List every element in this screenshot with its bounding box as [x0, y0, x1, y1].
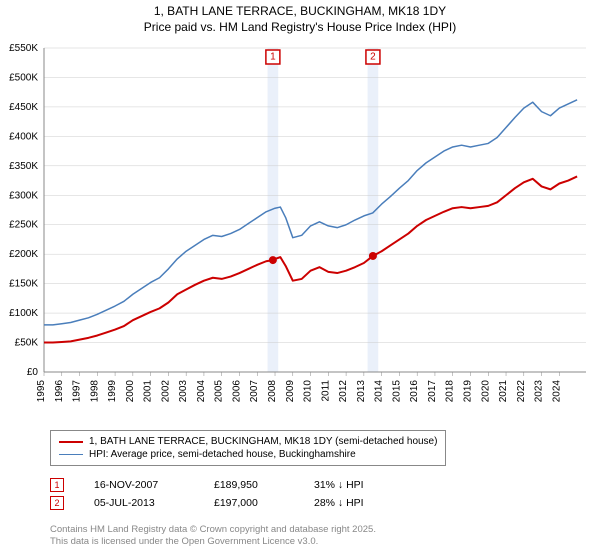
sale-price: £197,000	[214, 497, 284, 509]
svg-text:£500K: £500K	[9, 72, 38, 83]
legend-label: 1, BATH LANE TERRACE, BUCKINGHAM, MK18 1…	[89, 436, 437, 447]
legend-swatch	[59, 454, 83, 455]
chart-container: 1, BATH LANE TERRACE, BUCKINGHAM, MK18 1…	[0, 0, 600, 560]
svg-text:2010: 2010	[303, 380, 314, 403]
svg-text:2008: 2008	[267, 380, 278, 403]
svg-text:2011: 2011	[320, 380, 331, 402]
legend-label: HPI: Average price, semi-detached house,…	[89, 449, 356, 460]
svg-text:2003: 2003	[178, 380, 189, 403]
svg-text:2014: 2014	[374, 380, 385, 403]
svg-text:£0: £0	[27, 367, 39, 378]
svg-text:2002: 2002	[160, 380, 171, 403]
svg-text:2024: 2024	[551, 380, 562, 403]
sales-row: 1 16-NOV-2007 £189,950 31% ↓ HPI	[50, 476, 414, 494]
sale-pct: 31% ↓ HPI	[314, 479, 414, 491]
legend-row: HPI: Average price, semi-detached house,…	[59, 448, 437, 461]
svg-text:2019: 2019	[462, 380, 473, 403]
svg-text:2018: 2018	[445, 380, 456, 403]
svg-text:2001: 2001	[143, 380, 154, 403]
svg-text:2017: 2017	[427, 380, 438, 403]
svg-text:£200K: £200K	[9, 249, 38, 260]
svg-text:2016: 2016	[409, 380, 420, 403]
svg-text:£300K: £300K	[9, 190, 38, 201]
title-line1: 1, BATH LANE TERRACE, BUCKINGHAM, MK18 1…	[0, 4, 600, 20]
sale-marker-icon: 1	[50, 478, 64, 492]
svg-text:2021: 2021	[498, 380, 509, 403]
svg-text:2: 2	[370, 52, 376, 63]
legend-swatch	[59, 441, 83, 443]
svg-text:2013: 2013	[356, 380, 367, 403]
svg-text:£550K: £550K	[9, 43, 38, 54]
svg-text:2022: 2022	[516, 380, 527, 403]
sales-table: 1 16-NOV-2007 £189,950 31% ↓ HPI 2 05-JUL-201…	[50, 476, 414, 512]
svg-text:£50K: £50K	[15, 338, 39, 349]
svg-text:2007: 2007	[249, 380, 260, 403]
title-line2: Price paid vs. HM Land Registry's House …	[0, 20, 600, 36]
svg-text:2000: 2000	[125, 380, 136, 403]
footer-line2: This data is licensed under the Open Gov…	[50, 536, 376, 548]
svg-text:1: 1	[270, 52, 276, 63]
svg-text:1999: 1999	[107, 380, 118, 403]
legend-row: 1, BATH LANE TERRACE, BUCKINGHAM, MK18 1…	[59, 435, 437, 448]
sale-marker-icon: 2	[50, 496, 64, 510]
sale-date: 16-NOV-2007	[94, 479, 184, 491]
svg-text:1996: 1996	[54, 380, 65, 403]
svg-text:£150K: £150K	[9, 279, 38, 290]
chart-area: £0£50K£100K£150K£200K£250K£300K£350K£400…	[40, 42, 590, 402]
svg-text:£350K: £350K	[9, 161, 38, 172]
svg-text:£450K: £450K	[9, 102, 38, 113]
svg-text:2009: 2009	[285, 380, 296, 403]
svg-text:1998: 1998	[89, 380, 100, 403]
sale-price: £189,950	[214, 479, 284, 491]
svg-text:£100K: £100K	[9, 308, 38, 319]
svg-text:2012: 2012	[338, 380, 349, 403]
footer-line1: Contains HM Land Registry data © Crown c…	[50, 524, 376, 536]
svg-text:1997: 1997	[72, 380, 83, 403]
svg-text:2005: 2005	[214, 380, 225, 403]
svg-text:£250K: £250K	[9, 220, 38, 231]
svg-text:2023: 2023	[534, 380, 545, 403]
sale-pct: 28% ↓ HPI	[314, 497, 414, 509]
svg-text:2006: 2006	[231, 380, 242, 403]
svg-text:1995: 1995	[36, 380, 47, 403]
svg-text:2015: 2015	[391, 380, 402, 403]
sale-date: 05-JUL-2013	[94, 497, 184, 509]
title-block: 1, BATH LANE TERRACE, BUCKINGHAM, MK18 1…	[0, 0, 600, 35]
svg-text:2020: 2020	[480, 380, 491, 403]
footer: Contains HM Land Registry data © Crown c…	[50, 524, 376, 549]
svg-text:2004: 2004	[196, 380, 207, 403]
line-chart-svg: £0£50K£100K£150K£200K£250K£300K£350K£400…	[40, 42, 590, 402]
sales-row: 2 05-JUL-2013 £197,000 28% ↓ HPI	[50, 494, 414, 512]
legend: 1, BATH LANE TERRACE, BUCKINGHAM, MK18 1…	[50, 430, 446, 466]
svg-text:£400K: £400K	[9, 131, 38, 142]
